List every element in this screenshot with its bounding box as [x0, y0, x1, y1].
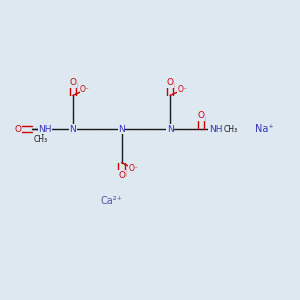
Text: O⁻: O⁻ — [80, 85, 90, 94]
Text: NH: NH — [209, 124, 222, 134]
Text: N: N — [118, 124, 125, 134]
Text: N: N — [70, 124, 76, 134]
Text: O⁻: O⁻ — [177, 85, 187, 94]
Text: N: N — [167, 124, 173, 134]
Text: CH₃: CH₃ — [224, 124, 238, 134]
Text: NH: NH — [38, 124, 52, 134]
Text: O⁻: O⁻ — [129, 164, 138, 173]
Text: O: O — [14, 124, 22, 134]
Text: Ca²⁺: Ca²⁺ — [100, 196, 122, 206]
Text: O: O — [118, 171, 125, 180]
Text: O: O — [197, 111, 205, 120]
Text: CH₃: CH₃ — [34, 135, 48, 144]
Text: O: O — [69, 78, 76, 87]
Text: O: O — [167, 78, 174, 87]
Text: Na⁺: Na⁺ — [255, 124, 273, 134]
